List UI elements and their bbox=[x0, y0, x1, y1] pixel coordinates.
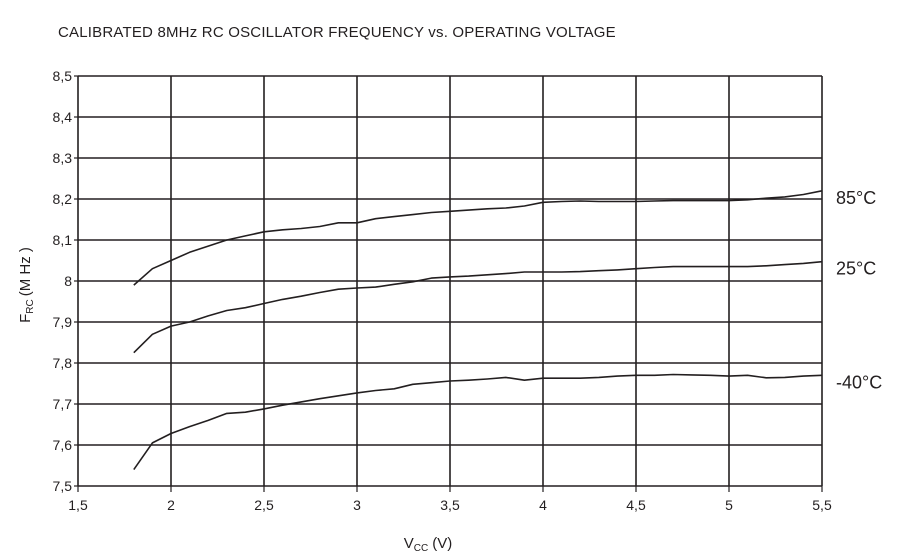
y-tick-label: 7,8 bbox=[53, 355, 73, 371]
x-tick-label: 2 bbox=[167, 497, 175, 513]
series-lines bbox=[133, 190, 823, 471]
chart-title: CALIBRATED 8MHz RC OSCILLATOR FREQUENCY … bbox=[58, 24, 616, 41]
series-label: 85°C bbox=[836, 188, 876, 208]
x-tick-label: 4,5 bbox=[626, 497, 646, 513]
grid bbox=[74, 75, 823, 492]
x-tick-label: 2,5 bbox=[254, 497, 274, 513]
y-tick-label: 8,3 bbox=[53, 150, 73, 166]
series-line bbox=[133, 373, 823, 471]
y-tick-label: 8,4 bbox=[53, 109, 73, 125]
x-axis-title: VCC (V) bbox=[404, 535, 452, 554]
y-tick-label: 8,1 bbox=[53, 232, 73, 248]
y-tick-label: 7,6 bbox=[53, 437, 73, 453]
series-line bbox=[133, 260, 823, 354]
y-tick-label: 8,5 bbox=[53, 68, 73, 84]
x-tick-label: 4 bbox=[539, 497, 547, 513]
y-tick-label: 7,5 bbox=[53, 478, 73, 494]
series-labels: 85°C 25°C -40°C bbox=[836, 188, 882, 392]
x-tick-label: 1,5 bbox=[68, 497, 88, 513]
y-tick-labels: 8,5 8,4 8,3 8,2 8,1 8 7,9 7,8 7,7 7,6 7,5 bbox=[53, 68, 73, 494]
y-tick-label: 8,2 bbox=[53, 191, 73, 207]
x-tick-labels: 1,5 2 2,5 3 3,5 4 4,5 5 5,5 bbox=[68, 497, 832, 513]
y-tick-label: 8 bbox=[64, 273, 72, 289]
y-tick-label: 7,7 bbox=[53, 396, 73, 412]
x-tick-label: 5,5 bbox=[812, 497, 832, 513]
series-label: 25°C bbox=[836, 259, 876, 279]
y-tick-label: 7,9 bbox=[53, 314, 73, 330]
x-tick-label: 3 bbox=[353, 497, 361, 513]
x-tick-label: 5 bbox=[725, 497, 733, 513]
y-axis-title: FRC(M Hz ) bbox=[17, 247, 36, 323]
series-label: -40°C bbox=[836, 372, 882, 392]
x-tick-label: 3,5 bbox=[440, 497, 460, 513]
series-line bbox=[133, 190, 823, 286]
